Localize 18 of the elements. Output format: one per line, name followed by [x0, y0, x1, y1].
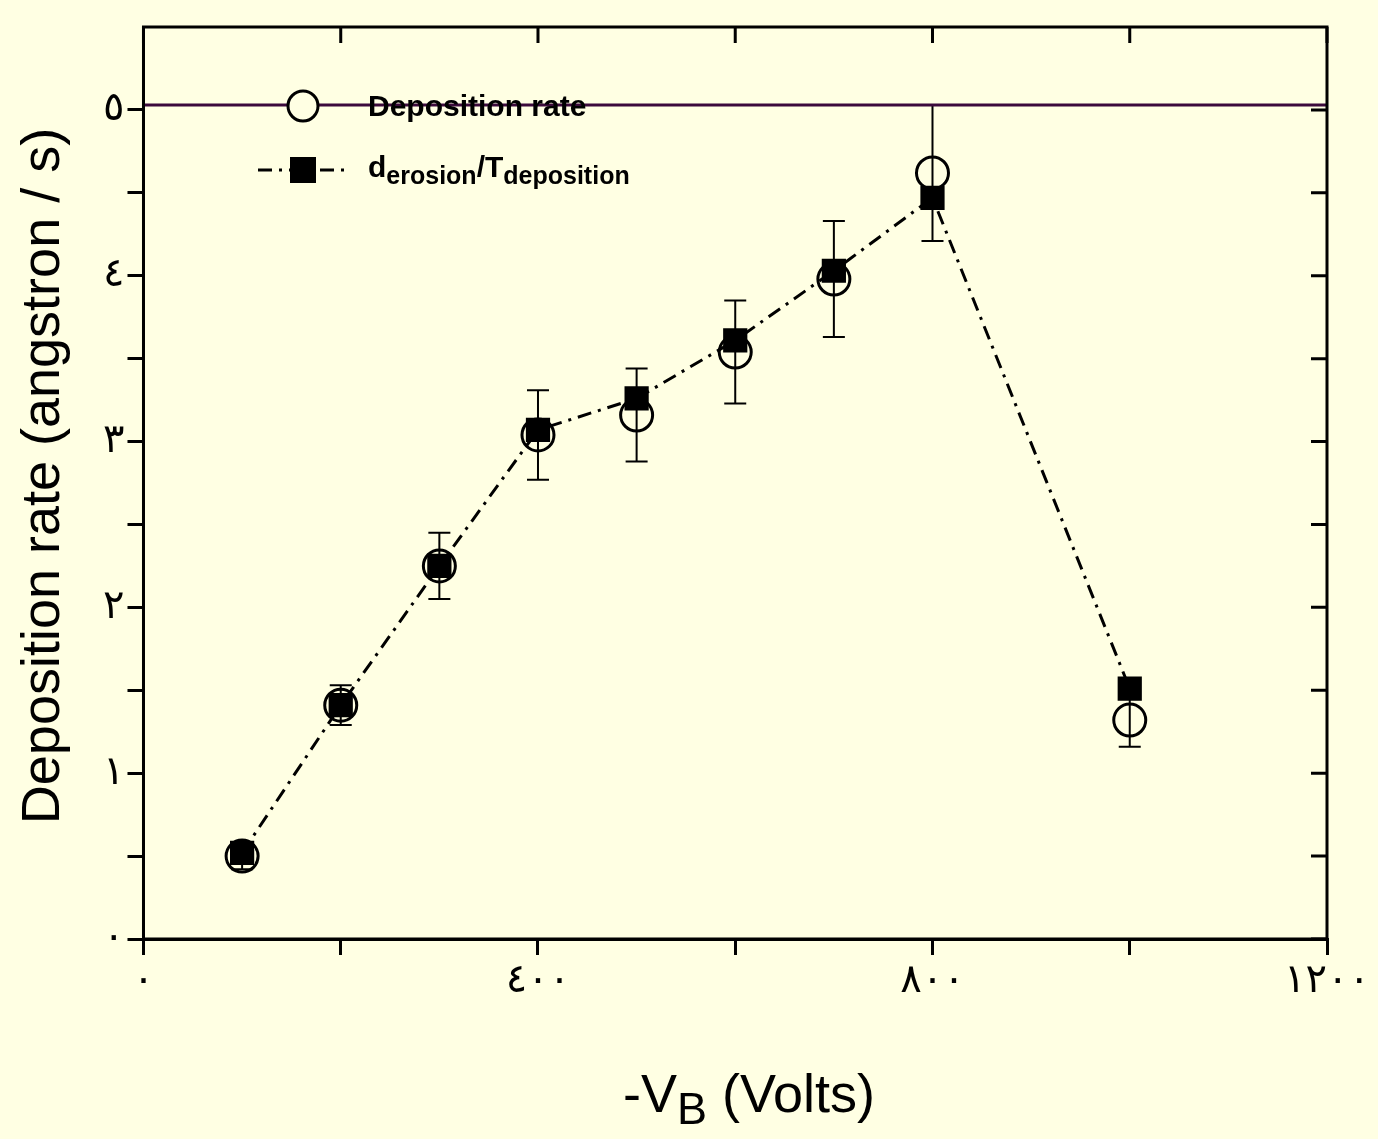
point	[1117, 676, 1142, 701]
point	[624, 386, 649, 411]
y-axis-title: Deposition rate (angstron / s)	[9, 127, 71, 825]
y-tick-label: ٥	[103, 83, 125, 130]
y-tick-label: ٠	[103, 912, 125, 959]
point	[723, 328, 748, 353]
point	[920, 185, 945, 210]
x-tick-label: ٠	[132, 955, 155, 1002]
legend-label: d$_{erosion}$/T$_{deposition}$	[368, 150, 630, 190]
point	[1112, 702, 1148, 738]
y-tick-label: ٤	[103, 249, 125, 296]
x-tick-label: ٨٠٠	[900, 955, 965, 1002]
y-tick-label: ٢	[103, 580, 125, 627]
x-tick-label: ٤٠٠	[505, 955, 571, 1002]
y-tick-label: ١	[103, 746, 125, 793]
y-tick-label: ٣	[103, 414, 125, 461]
x-tick-label: ١٢٠٠	[1284, 955, 1370, 1002]
x-axis-title: -V$_{B}$ (Volts)	[622, 1062, 876, 1135]
